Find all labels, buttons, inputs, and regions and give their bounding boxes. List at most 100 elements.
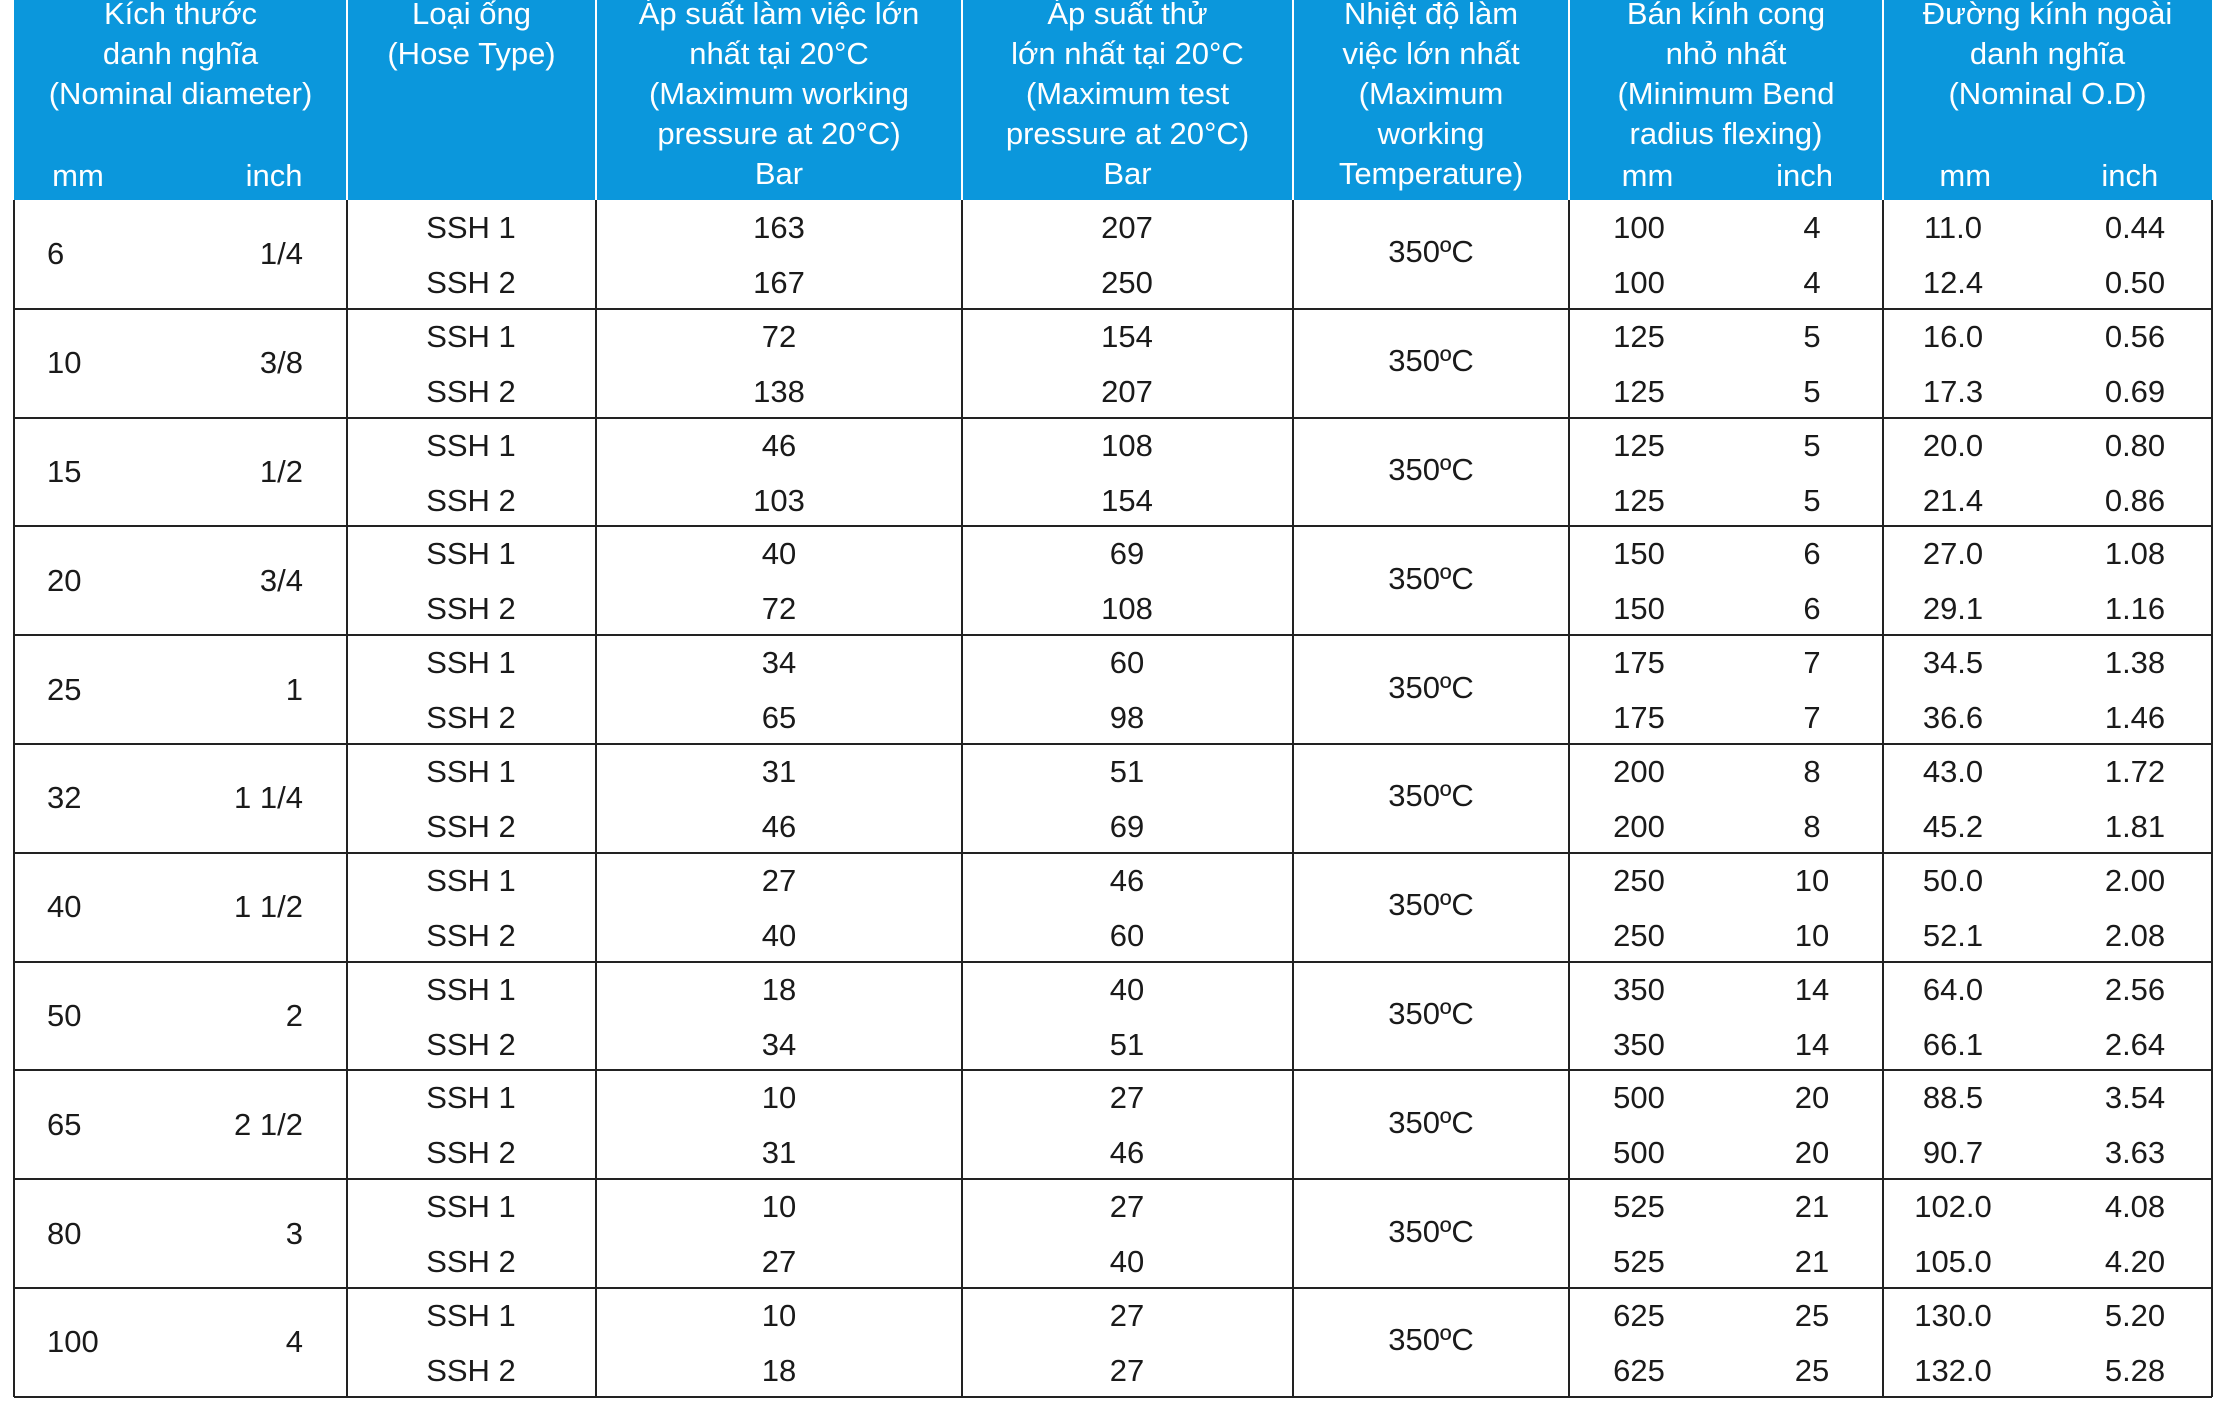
column-border: [961, 200, 963, 1397]
header-separator: [595, 0, 597, 200]
table-cell: 2.00: [2104, 862, 2166, 898]
table-cell: 4: [1803, 210, 1821, 245]
table-cell: 1.72: [2104, 754, 2166, 789]
table-cell: 17.3: [1922, 373, 1984, 409]
header-text: nhỏ nhất: [1665, 36, 1787, 71]
column-border: [1292, 200, 1294, 1397]
table-cell: 66.1: [1922, 1026, 1984, 1062]
table-cell: 175: [1613, 700, 1665, 736]
table-cell: 21.4: [1922, 482, 1984, 518]
table-cell: 45.2: [1922, 809, 1984, 844]
table-cell: 200: [1613, 754, 1665, 789]
table-cell: 20: [1794, 1135, 1830, 1171]
nominal-inch: 2: [285, 998, 303, 1033]
table-cell: SSH 2: [426, 1353, 516, 1388]
header-separator: [961, 0, 963, 200]
table-cell: 150: [1613, 591, 1665, 627]
table-cell: 5: [1803, 427, 1821, 463]
table-cell: 2.56: [2104, 971, 2166, 1007]
table-cell: SSH 1: [426, 645, 516, 681]
header-text: lớn nhất tại 20°C: [1011, 36, 1244, 71]
table-cell: 5: [1803, 373, 1821, 409]
table-cell: SSH 1: [426, 1189, 516, 1225]
table-cell: 250: [1101, 265, 1153, 300]
nominal-inch: 3/4: [259, 562, 303, 598]
header-text: Bán kính cong: [1626, 0, 1826, 31]
header-text: radius flexing): [1629, 116, 1823, 151]
nominal-mm: 65: [47, 1106, 82, 1142]
table-cell: 175: [1613, 645, 1665, 681]
table-cell: 1.16: [2104, 591, 2166, 627]
table-cell: 350: [1613, 971, 1665, 1007]
nominal-mm: 100: [47, 1324, 99, 1360]
header-text: working: [1377, 116, 1485, 151]
row-border: [14, 743, 2212, 745]
table-cell: 29.1: [1922, 591, 1984, 627]
table-cell: 132.0: [1914, 1353, 1992, 1388]
header-text: Nhiệt độ làm: [1343, 0, 1519, 31]
table-cell: 40: [1109, 971, 1145, 1007]
table-cell: 167: [753, 265, 805, 300]
nominal-inch: 1 1/4: [234, 780, 303, 816]
table-cell: 207: [1101, 210, 1153, 245]
header-text: danh nghĩa: [1969, 36, 2126, 71]
row-border: [14, 851, 2212, 854]
table-cell: 7: [1803, 700, 1821, 736]
header-text: (Minimum Bend: [1617, 76, 1835, 111]
table-cell: SSH 1: [426, 754, 516, 789]
table-cell: 10: [1794, 862, 1830, 898]
temperature: 350ºC: [1388, 452, 1474, 487]
table-cell: SSH 2: [426, 1244, 516, 1280]
table-cell: 10: [1794, 917, 1830, 953]
header-text: danh nghĩa: [102, 36, 259, 71]
nominal-mm: 6: [47, 236, 65, 272]
table-cell: 625: [1613, 1298, 1665, 1333]
table-cell: 4: [1803, 265, 1821, 300]
temperature: 350ºC: [1388, 343, 1474, 379]
temperature: 350ºC: [1388, 778, 1474, 814]
table-cell: 20: [1794, 1080, 1830, 1116]
table-cell: SSH 1: [426, 971, 516, 1007]
table-cell: 163: [753, 210, 805, 245]
table-cell: SSH 2: [426, 482, 516, 518]
table-cell: 200: [1613, 809, 1665, 844]
nominal-mm: 40: [47, 889, 82, 925]
temperature: 350ºC: [1388, 887, 1474, 923]
table-cell: 108: [1101, 427, 1153, 463]
table-cell: SSH 2: [426, 1026, 516, 1062]
header-subunit: inch: [1776, 158, 1833, 193]
table-cell: 50.0: [1922, 862, 1984, 898]
table-cell: 34: [761, 1026, 797, 1062]
header-subunit: inch: [245, 158, 303, 193]
table-cell: 103: [753, 482, 805, 518]
header-text: (Maximum test: [1025, 76, 1230, 111]
table-cell: 350: [1613, 1026, 1665, 1062]
temperature: 350ºC: [1388, 996, 1474, 1031]
row-border: [14, 1395, 2212, 1398]
header-subunit: inch: [2101, 158, 2159, 193]
table-cell: 88.5: [1922, 1080, 1984, 1116]
nominal-inch: 1 1/2: [234, 889, 303, 925]
table-cell: 36.6: [1922, 700, 1984, 736]
table-cell: SSH 2: [426, 265, 516, 300]
table-cell: 46: [761, 809, 797, 844]
table-cell: SSH 1: [426, 1298, 516, 1333]
table-cell: 154: [1101, 318, 1153, 354]
nominal-inch: 1/4: [259, 236, 303, 272]
row-border: [14, 1069, 2212, 1072]
column-border: [346, 200, 348, 1397]
temperature: 350ºC: [1388, 669, 1474, 705]
header-text: việc lớn nhất: [1342, 36, 1520, 71]
table-cell: 51: [1109, 1026, 1145, 1062]
table-cell: 1.38: [2104, 645, 2166, 681]
column-border: [1882, 200, 1884, 1397]
table-cell: 18: [761, 971, 797, 1007]
header-text: Áp suất thử: [1047, 0, 1208, 31]
table-cell: 6: [1803, 536, 1821, 572]
table-cell: 25: [1794, 1298, 1830, 1333]
temperature: 350ºC: [1388, 1213, 1474, 1249]
nominal-inch: 4: [285, 1324, 303, 1360]
table-cell: SSH 2: [426, 373, 516, 409]
header-unit: Bar: [1103, 156, 1152, 191]
table-cell: 60: [1109, 645, 1145, 681]
